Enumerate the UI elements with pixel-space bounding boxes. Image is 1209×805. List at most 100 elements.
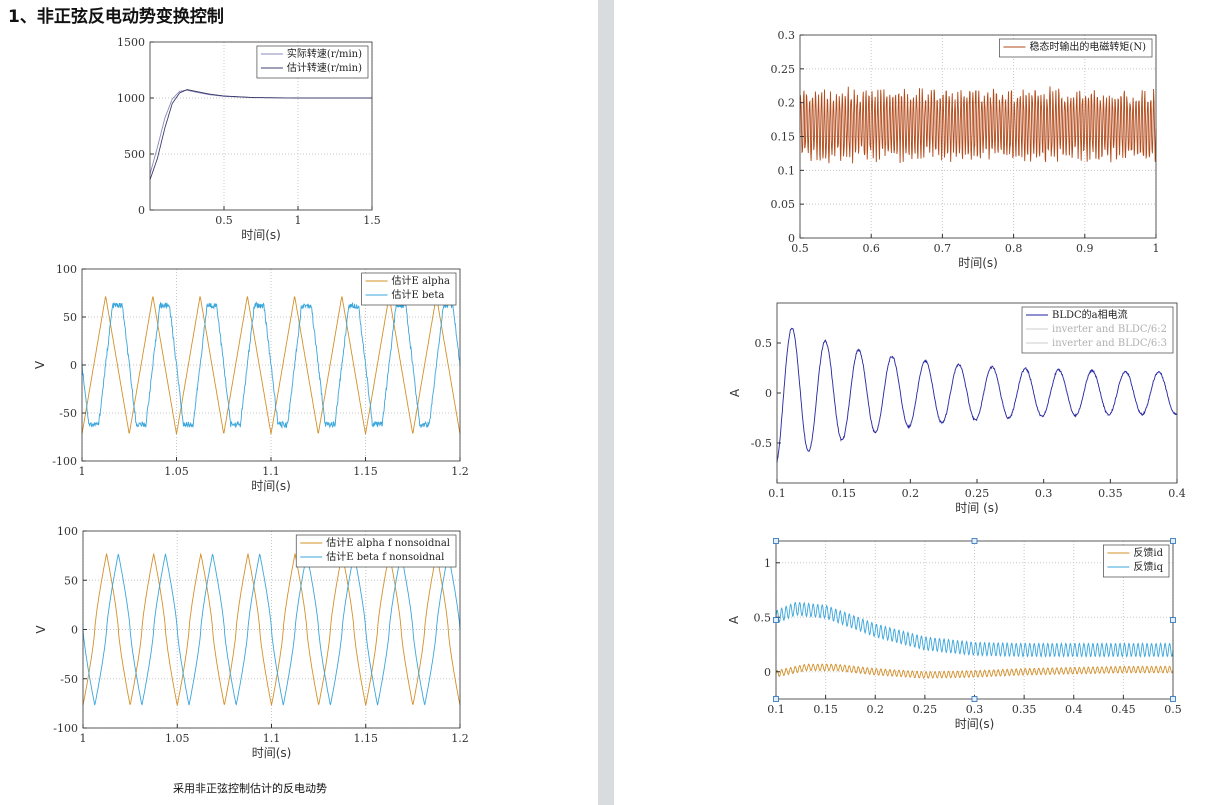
y-tick-label: 0.15 — [771, 131, 796, 144]
section-heading: 1、非正弦反电动势变换控制 — [8, 7, 224, 27]
x-axis-label: 时间(s) — [241, 228, 281, 242]
selection-handle — [1170, 617, 1176, 623]
emf-nonsinusoidal-chart: 1 1.05 1.1 1.15 1.2 -100 -50 0 50 100 时间(s) V 估计E al… — [34, 525, 469, 760]
y-tick-label: 0.25 — [771, 63, 796, 76]
feedback-current-chart: 0.1 0.15 0.2 0.25 0.3 0.35 0.4 0.45 0.5 0 0.5 1 时间(s… — [727, 538, 1182, 731]
legend-entry: 估计转速(r/min) — [287, 61, 362, 74]
x-tick-label: 1 — [79, 465, 86, 478]
x-tick-label: 0.1 — [767, 703, 785, 716]
y-tick-label: 1000 — [117, 92, 145, 105]
selection-handle — [773, 538, 779, 544]
legend-entry: 稳态时输出的电磁转矩(N) — [1029, 40, 1146, 53]
legend-entry: 实际转速(r/min) — [287, 47, 362, 60]
selection-handle — [971, 696, 978, 702]
y-tick-label: 0.2 — [778, 97, 796, 110]
x-axis-label: 时间(s) — [252, 746, 292, 760]
x-tick-label: 0.15 — [831, 487, 856, 500]
speed-chart: 0.5 1 1.5 0 500 1000 1500 时间(s) 实际转速(r/min)估计转速(… — [117, 36, 381, 242]
x-tick-label: 0.4 — [1065, 703, 1083, 716]
y-axis-label: A — [727, 615, 741, 624]
x-tick-label: 0.35 — [1012, 703, 1037, 716]
y-tick-label: -50 — [60, 673, 78, 686]
selection-handle — [773, 617, 779, 623]
document-page-left: 1、非正弦反电动势变换控制 0.5 1 1.5 0 500 1000 1500 时间(s) 实际… — [0, 0, 598, 805]
y-tick-label: 0 — [138, 204, 145, 217]
plot-frame — [149, 41, 373, 211]
series-line — [81, 296, 461, 435]
x-tick-label: 1.5 — [363, 214, 381, 227]
y-tick-label: 0 — [764, 666, 771, 679]
series-line — [149, 89, 372, 180]
emf-estimate-chart: 1 1.05 1.1 1.15 1.2 -100 -50 0 50 100 时间(s) V 估计E al… — [33, 263, 469, 493]
x-tick-label: 0.5 — [791, 242, 809, 255]
y-tick-label: -100 — [53, 722, 78, 735]
legend-entry: BLDC的a相电流 — [1052, 308, 1128, 321]
x-tick-label: 1.15 — [354, 732, 379, 745]
y-tick-label: 0.05 — [771, 198, 796, 211]
legend-box — [999, 38, 1153, 58]
x-tick-label: 0.5 — [215, 214, 233, 227]
x-tick-label: 0.45 — [1111, 703, 1136, 716]
x-tick-label: 1.2 — [451, 465, 469, 478]
x-tick-label: 1 — [80, 732, 87, 745]
x-axis-label: 时间(s) — [955, 717, 995, 731]
y-tick-label: 100 — [57, 525, 78, 538]
x-tick-label: 1.1 — [263, 732, 281, 745]
x-axis-label: 时间(s) — [958, 256, 998, 270]
x-tick-label: 1.2 — [451, 732, 469, 745]
legend-box — [1103, 544, 1170, 578]
x-tick-label: 0.5 — [1164, 703, 1182, 716]
x-tick-label: 0.4 — [1168, 487, 1186, 500]
torque-chart: 0.5 0.6 0.7 0.8 0.9 1 0 0.05 0.1 0.15 0.2 0.25 0.3 时间… — [771, 29, 1160, 270]
page-gutter — [598, 0, 614, 805]
x-tick-label: 1 — [1153, 242, 1160, 255]
series-line — [82, 553, 461, 706]
x-tick-label: 0.8 — [1005, 242, 1023, 255]
y-tick-label: 50 — [64, 574, 78, 587]
x-tick-label: 0.3 — [966, 703, 984, 716]
series-line — [775, 663, 1174, 679]
x-tick-label: 0.15 — [813, 703, 838, 716]
x-tick-label: 1.1 — [262, 465, 280, 478]
legend-entry: 估计E alpha — [392, 274, 450, 287]
x-tick-label: 0.2 — [902, 487, 920, 500]
x-tick-label: 0.6 — [862, 242, 880, 255]
legend-entry: 估计E beta f nonsoidnal — [326, 550, 444, 563]
y-tick-label: 0 — [788, 232, 795, 245]
legend-box — [361, 272, 457, 306]
x-tick-label: 1 — [295, 214, 302, 227]
x-tick-label: 0.3 — [1035, 487, 1053, 500]
legend-box — [256, 45, 369, 79]
y-tick-label: -100 — [52, 455, 77, 468]
x-tick-label: 0.9 — [1076, 242, 1094, 255]
document-page-right: 0.5 0.6 0.7 0.8 0.9 1 0 0.05 0.1 0.15 0.2 0.25 0.3 时间… — [614, 0, 1209, 805]
x-tick-label: 0.2 — [867, 703, 885, 716]
y-tick-label: 50 — [63, 311, 77, 324]
y-tick-label: 0.5 — [755, 337, 773, 350]
selection-handle — [971, 538, 978, 544]
legend-entry: inverter and BLDC/6:3 — [1052, 338, 1167, 349]
figure-caption: 采用非正弦控制估计的反电动势 — [173, 782, 327, 795]
y-tick-label: 1 — [764, 557, 771, 570]
selection-handle — [773, 696, 779, 702]
y-tick-label: 0.5 — [754, 611, 772, 624]
x-tick-label: 0.25 — [965, 487, 990, 500]
series-line — [82, 552, 461, 706]
y-tick-label: 500 — [124, 148, 145, 161]
y-tick-label: 1500 — [117, 36, 145, 49]
x-tick-label: 0.25 — [913, 703, 938, 716]
x-axis-label: 时间(s) — [251, 479, 291, 493]
series-line — [775, 601, 1174, 658]
y-axis-label: V — [34, 625, 48, 634]
legend-entry: 反馈id — [1133, 546, 1163, 559]
x-tick-label: 0.1 — [768, 487, 786, 500]
x-tick-label: 1.05 — [164, 465, 189, 478]
x-tick-label: 1.15 — [353, 465, 378, 478]
x-tick-label: 1.05 — [165, 732, 190, 745]
y-tick-label: 100 — [56, 263, 77, 276]
y-axis-label: V — [33, 360, 47, 369]
x-tick-label: 0.7 — [934, 242, 952, 255]
series-line — [81, 301, 461, 429]
legend-box — [295, 534, 457, 568]
legend-entry: 估计E alpha f nonsoidnal — [326, 536, 450, 549]
